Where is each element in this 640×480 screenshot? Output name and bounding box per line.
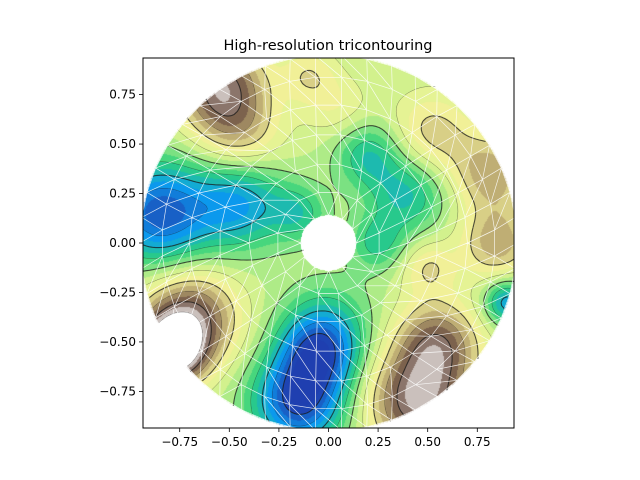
contour-line (143, 174, 508, 428)
x-tick-label: 0.25 (365, 435, 392, 449)
contour-line (158, 311, 203, 367)
filled-contours (143, 58, 514, 428)
y-tick-label: −0.75 (99, 384, 136, 398)
y-axis: −0.75 −0.50 −0.25 0.00 0.25 0.50 0.75 (99, 88, 143, 398)
contour-line (143, 125, 514, 428)
plot-area (143, 58, 514, 428)
x-axis: −0.75 −0.50 −0.25 0.00 0.25 0.50 0.75 (161, 428, 491, 449)
chart-title: High-resolution tricontouring (224, 38, 433, 54)
x-tick-label: −0.50 (211, 435, 248, 449)
x-tick-label: 0.75 (464, 435, 491, 449)
contour-line (143, 140, 511, 428)
contour-line (146, 58, 514, 428)
y-tick-label: 0.00 (109, 236, 136, 250)
x-tick-label: −0.75 (161, 435, 198, 449)
x-tick-label: 0.00 (315, 435, 342, 449)
x-tick-label: −0.25 (261, 435, 298, 449)
y-tick-label: 0.25 (109, 187, 136, 201)
y-tick-label: 0.50 (109, 137, 136, 151)
triangulation-mesh (143, 58, 514, 428)
y-tick-label: −0.50 (99, 335, 136, 349)
contour-line (281, 332, 336, 415)
y-tick-label: −0.25 (99, 285, 136, 299)
x-tick-label: 0.50 (414, 435, 441, 449)
contour-line (149, 67, 514, 425)
y-tick-label: 0.75 (109, 88, 136, 102)
